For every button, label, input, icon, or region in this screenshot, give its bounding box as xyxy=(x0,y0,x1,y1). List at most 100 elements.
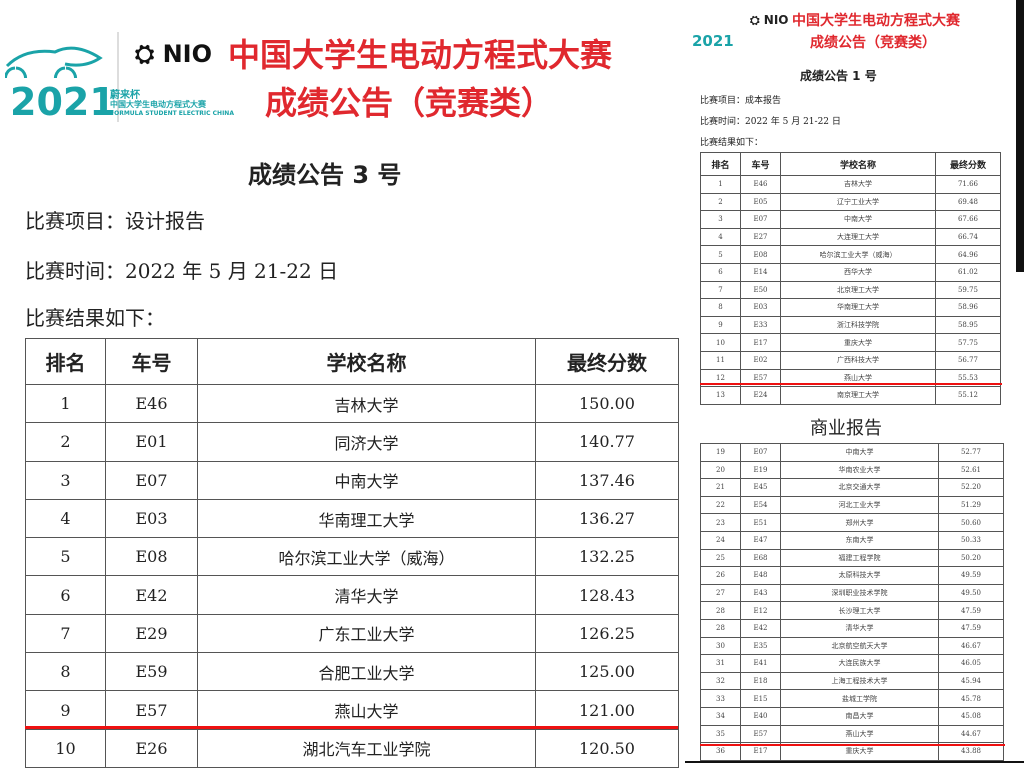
cell-car: E03 xyxy=(740,298,781,317)
cell-school: 深圳职业技术学院 xyxy=(780,583,939,603)
cell-rank: 4 xyxy=(700,227,741,247)
cell-car: E40 xyxy=(740,706,781,726)
cell-school: 中南大学 xyxy=(780,210,936,229)
cell-car: E07 xyxy=(105,460,198,500)
cell-rank: 21 xyxy=(700,478,741,497)
cell-school: 华南理工大学 xyxy=(197,498,536,539)
logo-sub-en: FORMULA STUDENT ELECTRIC CHINA xyxy=(110,110,234,117)
cell-school: 浙江科技学院 xyxy=(780,315,936,335)
cell-car: E54 xyxy=(740,495,781,515)
cell-school: 广西科技大学 xyxy=(780,350,936,370)
logo-sub-cn: 中国大学生电动方程式大赛 xyxy=(110,100,206,109)
cell-score: 120.50 xyxy=(535,728,679,768)
table-row: 28 E12 长沙理工大学 47.59 xyxy=(700,601,1004,620)
cell-car: E48 xyxy=(740,566,781,585)
cell-score: 64.96 xyxy=(935,245,1001,264)
cell-car: E43 xyxy=(740,583,781,603)
table-row: 10 E17 重庆大学 57.75 xyxy=(700,333,1001,352)
cell-rank: 5 xyxy=(25,537,106,577)
cell-score: 55.12 xyxy=(935,386,1001,405)
cell-score: 49.50 xyxy=(938,583,1004,603)
table-row: 8 E59 合肥工业大学 125.00 xyxy=(25,652,679,692)
cell-rank: 25 xyxy=(700,548,741,568)
cell-school: 吉林大学 xyxy=(780,175,936,194)
cell-car: E46 xyxy=(740,175,781,194)
nio-logo: ⛭ NIO xyxy=(135,40,212,68)
bottom-edge xyxy=(685,761,1024,763)
cell-score: 50.33 xyxy=(938,530,1004,550)
table-row: 34 E40 南昌大学 45.08 xyxy=(700,706,1004,726)
table-row: 6 E14 西华大学 61.02 xyxy=(700,262,1001,282)
nio-icon: ⛭ xyxy=(135,40,155,68)
table-row: 25 E68 福建工程学院 50.20 xyxy=(700,548,1004,568)
table-row: 23 E51 郑州大学 50.60 xyxy=(700,513,1004,532)
cell-score: 43.88 xyxy=(938,742,1004,761)
cell-score: 132.25 xyxy=(535,537,679,577)
cutoff-line xyxy=(25,726,678,729)
cell-car: E26 xyxy=(105,728,198,768)
black-edge xyxy=(1016,0,1024,272)
cell-score: 45.78 xyxy=(938,689,1004,708)
cell-school: 广东工业大学 xyxy=(197,613,536,654)
cell-rank: 9 xyxy=(25,690,106,730)
cell-rank: 28 xyxy=(700,601,741,620)
logo-year: 2021 xyxy=(10,80,116,124)
cell-score: 136.27 xyxy=(535,498,679,539)
table-row: 32 E18 上海工程技术大学 45.94 xyxy=(700,671,1004,691)
race-car-logo-icon xyxy=(5,46,103,78)
cell-score: 58.95 xyxy=(935,315,1001,335)
table-row: 24 E47 东南大学 50.33 xyxy=(700,530,1004,550)
table-row: 5 E08 哈尔滨工业大学（威海） 64.96 xyxy=(700,245,1001,264)
table-row: 5 E08 哈尔滨工业大学（威海） 132.25 xyxy=(25,537,679,577)
table-row: 7 E50 北京理工大学 59.75 xyxy=(700,280,1001,300)
cell-car: E29 xyxy=(105,613,198,654)
cell-car: E02 xyxy=(740,350,781,370)
cell-school: 吉林大学 xyxy=(197,383,536,424)
cell-school: 南京理工大学 xyxy=(780,386,936,405)
cell-rank: 35 xyxy=(700,724,741,744)
cell-school: 清华大学 xyxy=(780,618,939,638)
table-header: 排名 车号 学校名称 最终分数 xyxy=(25,338,679,385)
table-row: 30 E35 北京航空航天大学 46.67 xyxy=(700,636,1004,656)
cell-car: E07 xyxy=(740,210,781,229)
cell-car: E57 xyxy=(105,690,198,730)
cell-school: 华南农业大学 xyxy=(780,460,939,480)
table-row: 10 E26 湖北汽车工业学院 120.50 xyxy=(25,728,679,768)
header-car: 车号 xyxy=(740,152,781,176)
cell-rank: 23 xyxy=(700,513,741,532)
results-label-small: 比赛结果如下： xyxy=(700,138,764,148)
table-row: 9 E57 燕山大学 121.00 xyxy=(25,690,679,730)
cell-school: 燕山大学 xyxy=(780,724,939,744)
cell-rank: 22 xyxy=(700,495,741,515)
cell-rank: 7 xyxy=(25,613,106,654)
cell-car: E24 xyxy=(740,386,781,405)
business-report-table: 19 E07 中南大学 52.77 20 E19 华南农业大学 52.61 21 E45 北京交通大… xyxy=(700,443,1004,761)
header-rank: 排名 xyxy=(25,338,106,385)
cell-score: 50.60 xyxy=(938,513,1004,532)
table-row: 4 E27 大连理工大学 66.74 xyxy=(700,227,1001,247)
cell-car: E12 xyxy=(740,601,781,620)
cell-score: 47.59 xyxy=(938,618,1004,638)
cell-rank: 19 xyxy=(700,443,741,462)
cutoff-line xyxy=(700,744,1005,746)
cell-school: 大连理工大学 xyxy=(780,227,936,247)
table-row: 28 E42 清华大学 47.59 xyxy=(700,618,1004,638)
cell-score: 137.46 xyxy=(535,460,679,500)
cell-rank: 27 xyxy=(700,583,741,603)
cell-car: E68 xyxy=(740,548,781,568)
header-school: 学校名称 xyxy=(780,152,936,176)
header-title: 中国大学生电动方程式大赛 xyxy=(228,36,613,74)
cell-school: 东南大学 xyxy=(780,530,939,550)
table-row: 1 E46 吉林大学 150.00 xyxy=(25,383,679,424)
cell-rank: 26 xyxy=(700,566,741,585)
table-row: 13 E24 南京理工大学 55.12 xyxy=(700,386,1001,405)
cell-score: 71.66 xyxy=(935,175,1001,194)
table-row: 8 E03 华南理工大学 58.96 xyxy=(700,298,1001,317)
business-report-title: 商业报告 xyxy=(810,418,882,439)
cell-school: 盐城工学院 xyxy=(780,689,939,708)
nio-brand: NIO xyxy=(763,13,789,27)
cell-rank: 5 xyxy=(700,245,741,264)
cell-car: E57 xyxy=(740,724,781,744)
table-row: 9 E33 浙江科技学院 58.95 xyxy=(700,315,1001,335)
table-row: 27 E43 深圳职业技术学院 49.50 xyxy=(700,583,1004,603)
